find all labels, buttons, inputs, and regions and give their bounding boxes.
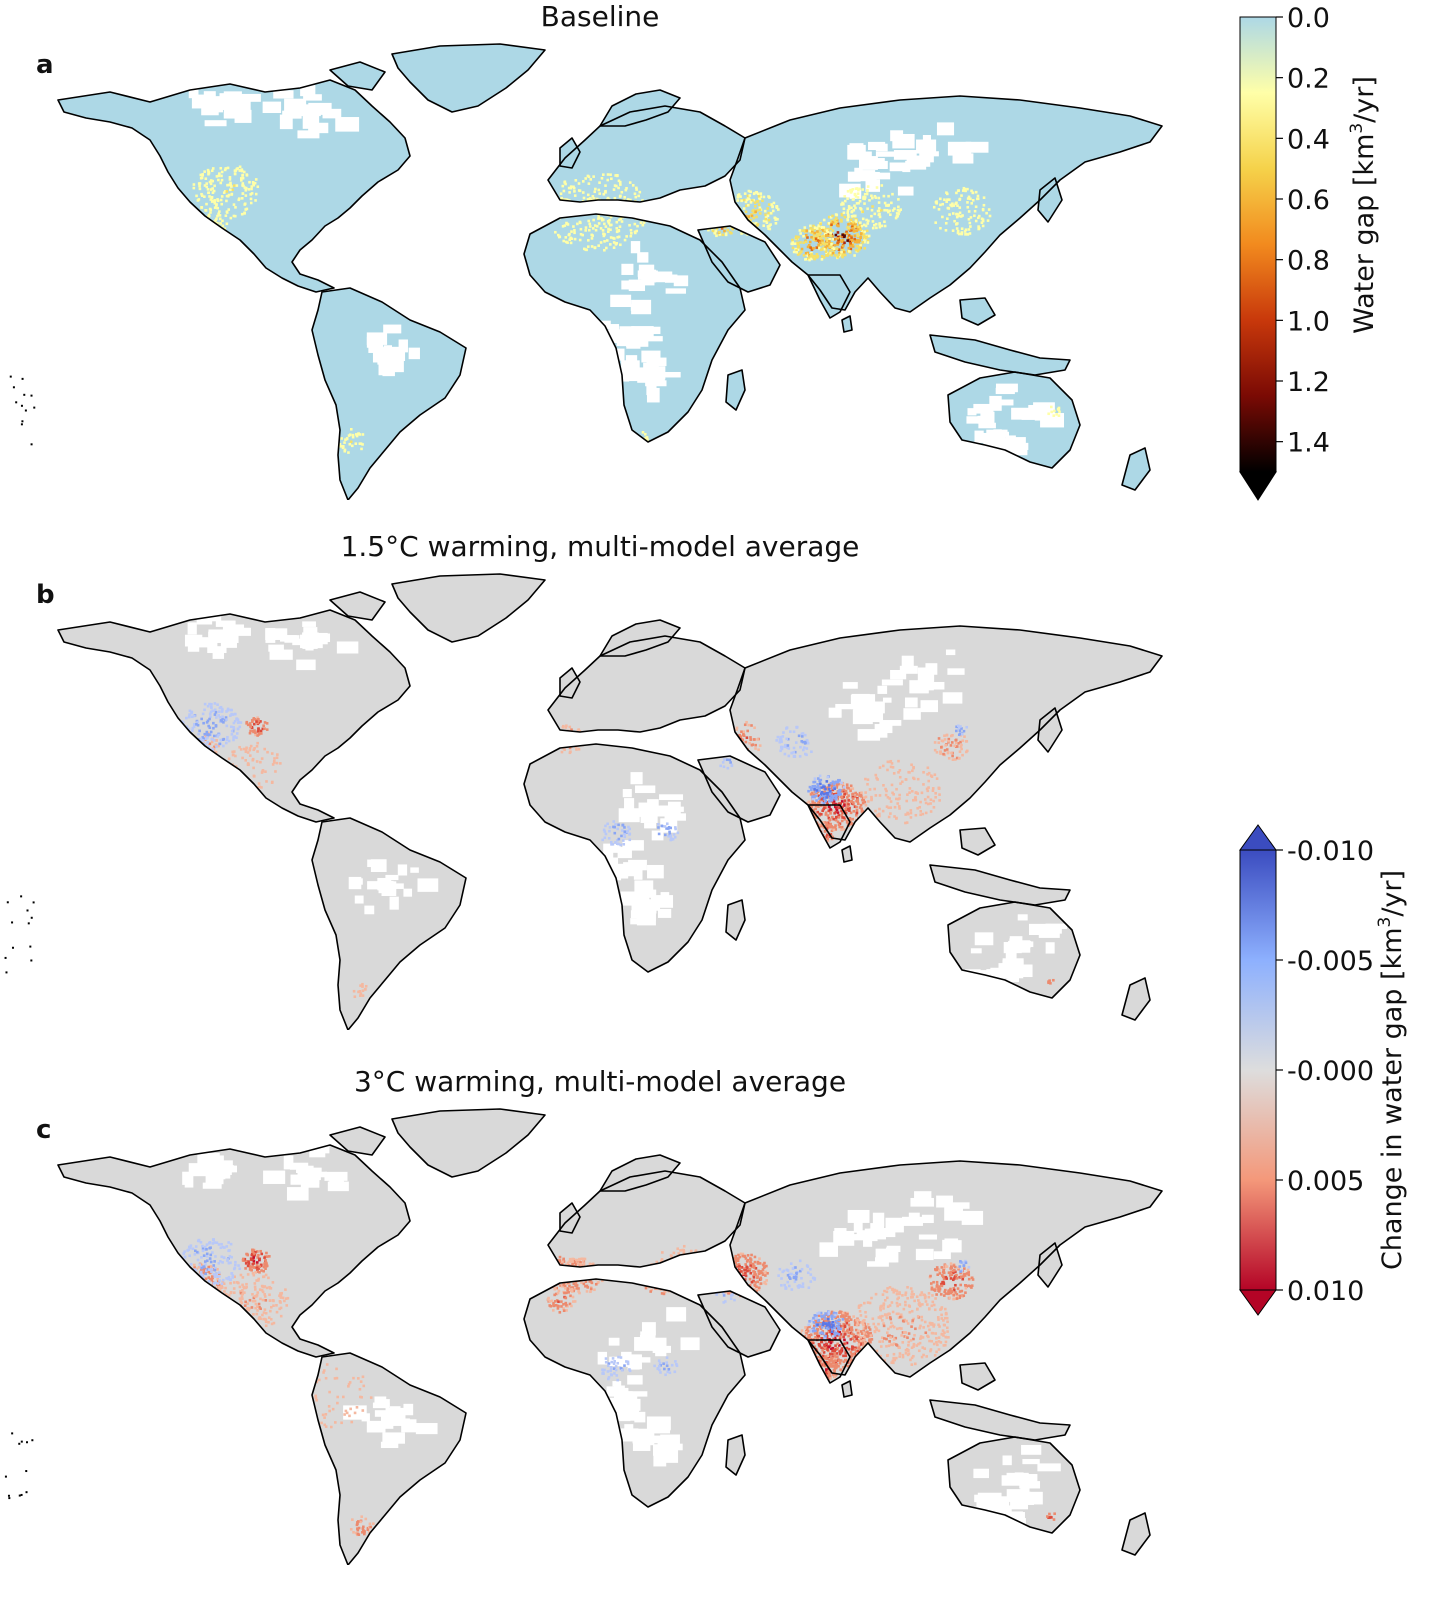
colorbar-extend-arrow	[1239, 471, 1277, 501]
colorbar-tick-label: 1.2	[1287, 367, 1330, 398]
colorbar-tick-label: 0.0	[1287, 5, 1330, 34]
coastlines	[4, 1108, 1163, 1565]
colorbar-label: Change in water gap [km3/yr]	[1375, 870, 1408, 1270]
no-data-areas	[188, 85, 1065, 462]
colorbar-tick-label: -0.000	[1287, 1056, 1374, 1087]
panel-letter: c	[36, 1115, 52, 1145]
colorbar-tick-label: 1.0	[1287, 306, 1330, 337]
colorbar-gradient	[1239, 849, 1277, 1291]
panel-b: 1.5°C warming, multi-model average b	[0, 530, 1200, 1030]
panel-title: 1.5°C warming, multi-model average	[340, 530, 860, 563]
colorbar-water-gap: 0.0 0.2 0.4 0.6 0.8 1.0 1.2 1.4 Water gap [km3/…	[1239, 5, 1380, 501]
coastlines	[4, 573, 1163, 1030]
colorbar-tick-label: 1.4	[1287, 428, 1330, 459]
world-map-change-3-0	[4, 1108, 1163, 1565]
panel-a: Baseline a	[0, 0, 1200, 500]
colorbar-tick-label: -0.005	[1287, 946, 1374, 977]
colorbar-change-water-gap: -0.010 -0.005 -0.000 0.005 0.010 Change in w…	[1239, 824, 1408, 1316]
colorbar-tick-label: 0.4	[1287, 124, 1330, 155]
panel-c: 3°C warming, multi-model average c	[0, 1065, 1200, 1585]
world-map-baseline	[9, 43, 1163, 500]
colorbar-tick-label: 0.6	[1287, 185, 1330, 216]
panel-title: 3°C warming, multi-model average	[353, 1065, 847, 1098]
coastlines	[9, 43, 1163, 500]
panel-letter: b	[36, 580, 55, 610]
colorbar-tick-label: -0.010	[1287, 836, 1374, 867]
world-map-change-1-5	[4, 573, 1163, 1030]
panel-letter: a	[36, 50, 54, 80]
colorbar-tick-label: 0.005	[1287, 1166, 1364, 1197]
colorbar-tick-label: 0.8	[1287, 246, 1330, 277]
panel-title: Baseline	[540, 0, 660, 33]
colorbar-extend-arrow	[1239, 824, 1277, 851]
colorbar-tick-label: 0.010	[1287, 1276, 1364, 1307]
colorbar-tick-label: 0.2	[1287, 64, 1330, 95]
colorbar-gradient	[1239, 16, 1277, 473]
colorbar-label: Water gap [km3/yr]	[1347, 76, 1380, 334]
colorbar-extend-arrow	[1239, 1289, 1277, 1316]
